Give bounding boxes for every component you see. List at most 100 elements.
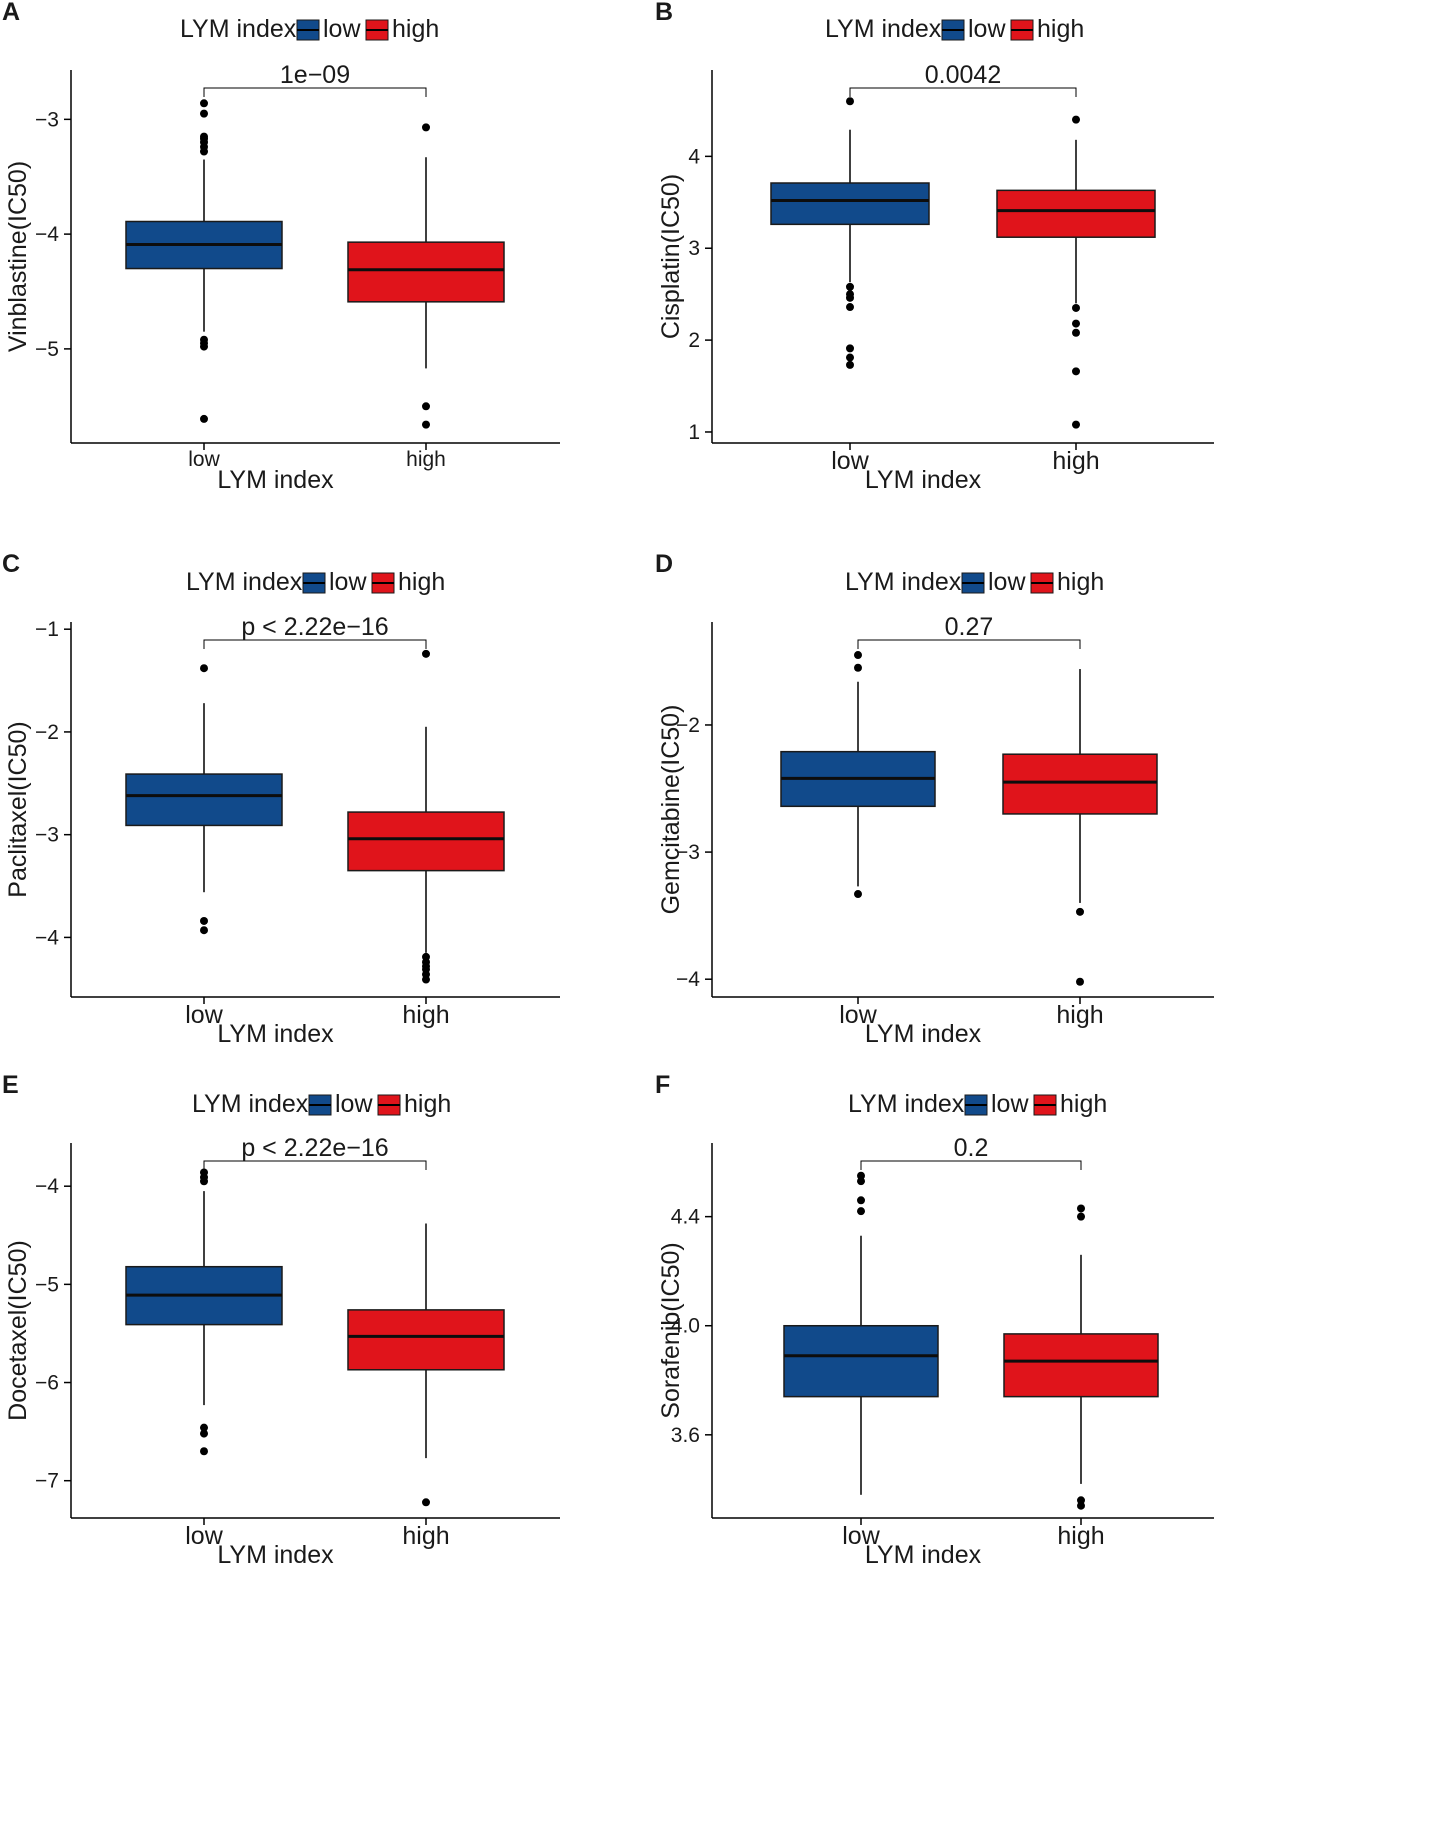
legend-label-high: high xyxy=(392,15,439,43)
plot-area: −4 −3 −2 low high LYM index Gemcitabine(IC50) 0… xyxy=(655,550,1214,1048)
comparison-bracket xyxy=(203,1160,427,1170)
legend-title: LYM index xyxy=(180,15,297,43)
plot-area: 3.6 4.0 4.4 low high LYM index Sorafenib(IC50)… xyxy=(655,1071,1214,1569)
panel-letter: A xyxy=(2,0,20,26)
panel-a: −5 −4 −3 low high LYM index Vinblastine(IC50) 1… xyxy=(0,0,715,610)
y-axis-title: Cisplatin(IC50) xyxy=(657,174,685,339)
y-tick-label: −4 xyxy=(35,223,59,246)
outlier-point xyxy=(200,109,208,118)
outlier-point xyxy=(200,1429,208,1438)
comparison-bracket xyxy=(203,87,427,97)
y-axis-title: Paclitaxel(IC50) xyxy=(4,721,32,897)
outlier-point xyxy=(857,1177,865,1186)
outlier-point xyxy=(846,282,854,291)
box-low xyxy=(783,1171,939,1495)
y-axis-title: Vinblastine(IC50) xyxy=(4,161,32,352)
y-tick-label: 4 xyxy=(688,145,700,168)
box-low xyxy=(770,97,930,369)
iqr-box xyxy=(347,811,505,872)
outlier-point xyxy=(854,890,862,899)
panel-e: −7 −6 −5 −4 low high LYM index Docetaxel(IC50) p… xyxy=(0,1071,715,1840)
outlier-point xyxy=(422,123,430,132)
x-tick-label-low: low xyxy=(842,1522,880,1550)
legend-label-low: low xyxy=(991,1090,1029,1118)
iqr-box xyxy=(996,189,1156,238)
outlier-point xyxy=(200,664,208,673)
y-tick-label: −4 xyxy=(35,1175,59,1198)
y-tick-label: 2 xyxy=(688,329,700,352)
legend-label-high: high xyxy=(1037,15,1084,43)
panel-letter: C xyxy=(2,550,20,578)
outlier-point xyxy=(422,649,430,658)
panel-letter: D xyxy=(655,550,673,578)
outlier-point xyxy=(1072,420,1080,429)
legend-label-high: high xyxy=(1057,568,1104,596)
y-tick-label: −3 xyxy=(676,841,700,864)
outlier-point xyxy=(857,1207,865,1216)
legend: LYM index low high xyxy=(180,15,439,43)
legend-title: LYM index xyxy=(848,1090,965,1118)
legend-label-low: low xyxy=(335,1090,373,1118)
x-tick-label-high: high xyxy=(402,1001,449,1029)
x-axis-title: LYM index xyxy=(217,1020,334,1048)
y-tick-label: 1 xyxy=(688,421,700,444)
iqr-box xyxy=(783,1324,939,1398)
panel-letter: E xyxy=(2,1071,19,1099)
y-tick-label: −5 xyxy=(35,338,59,361)
outlier-point xyxy=(200,414,208,423)
outlier-point xyxy=(422,402,430,411)
outlier-point xyxy=(846,344,854,353)
outlier-point xyxy=(846,360,854,369)
legend-title: LYM index xyxy=(186,568,303,596)
y-tick-label: −7 xyxy=(35,1470,59,1493)
x-tick-label-high: high xyxy=(406,448,446,471)
legend-label-high: high xyxy=(1060,1090,1107,1118)
y-tick-label: 3.6 xyxy=(671,1424,700,1447)
comparison-bracket xyxy=(849,87,1077,97)
box-low xyxy=(780,651,936,899)
legend-label-low: low xyxy=(988,568,1026,596)
y-axis-title: Docetaxel(IC50) xyxy=(4,1240,32,1421)
boxplot-f: 3.6 4.0 4.4 low high LYM index Sorafenib(IC50)… xyxy=(655,1071,1214,1569)
x-tick-label-high: high xyxy=(1052,447,1099,475)
x-axis-title: LYM index xyxy=(865,466,982,494)
x-tick-label-high: high xyxy=(1057,1522,1104,1550)
p-value-label: 0.0042 xyxy=(925,61,1001,89)
p-value-label: p < 2.22e−16 xyxy=(241,1134,388,1162)
outlier-point xyxy=(1077,1204,1085,1213)
box-high xyxy=(1002,669,1158,986)
outlier-point xyxy=(422,975,430,984)
outlier-point xyxy=(846,303,854,312)
outlier-point xyxy=(200,1177,208,1186)
plot-area: −5 −4 −3 low high LYM index Vinblastine(IC50) 1… xyxy=(2,0,560,494)
x-tick-label-low: low xyxy=(831,447,869,475)
legend-title: LYM index xyxy=(192,1090,309,1118)
y-axis-title: Gemcitabine(IC50) xyxy=(657,705,685,915)
y-tick-label: −5 xyxy=(35,1273,59,1296)
panel-b: 1 2 3 4 low high LYM index Cisplatin(IC50) 0.004… xyxy=(655,0,1430,610)
x-tick-label-high: high xyxy=(1056,1001,1103,1029)
outlier-point xyxy=(846,293,854,302)
iqr-box xyxy=(347,1309,505,1371)
outlier-point xyxy=(1077,1212,1085,1221)
outlier-point xyxy=(200,147,208,156)
legend-label-high: high xyxy=(398,568,445,596)
outlier-point xyxy=(1076,977,1084,986)
iqr-box xyxy=(125,773,283,827)
x-axis-title: LYM index xyxy=(865,1020,982,1048)
box-low xyxy=(125,664,283,935)
y-tick-label: −3 xyxy=(35,108,59,131)
legend: LYM index low high xyxy=(186,568,445,596)
outlier-point xyxy=(200,342,208,351)
outlier-point xyxy=(857,1196,865,1205)
boxplot-a: −5 −4 −3 low high LYM index Vinblastine(IC50) 1… xyxy=(2,0,560,494)
legend: LYM index low high xyxy=(192,1090,451,1118)
x-axis-title: LYM index xyxy=(865,1541,982,1569)
outlier-point xyxy=(200,926,208,935)
plot-area: 1 2 3 4 low high LYM index Cisplatin(IC50) 0.004… xyxy=(655,0,1214,494)
iqr-box xyxy=(347,241,505,303)
legend: LYM index low high xyxy=(845,568,1104,596)
legend-label-low: low xyxy=(323,15,361,43)
panel-d: −4 −3 −2 low high LYM index Gemcitabine(IC50) 0… xyxy=(655,550,1430,1250)
